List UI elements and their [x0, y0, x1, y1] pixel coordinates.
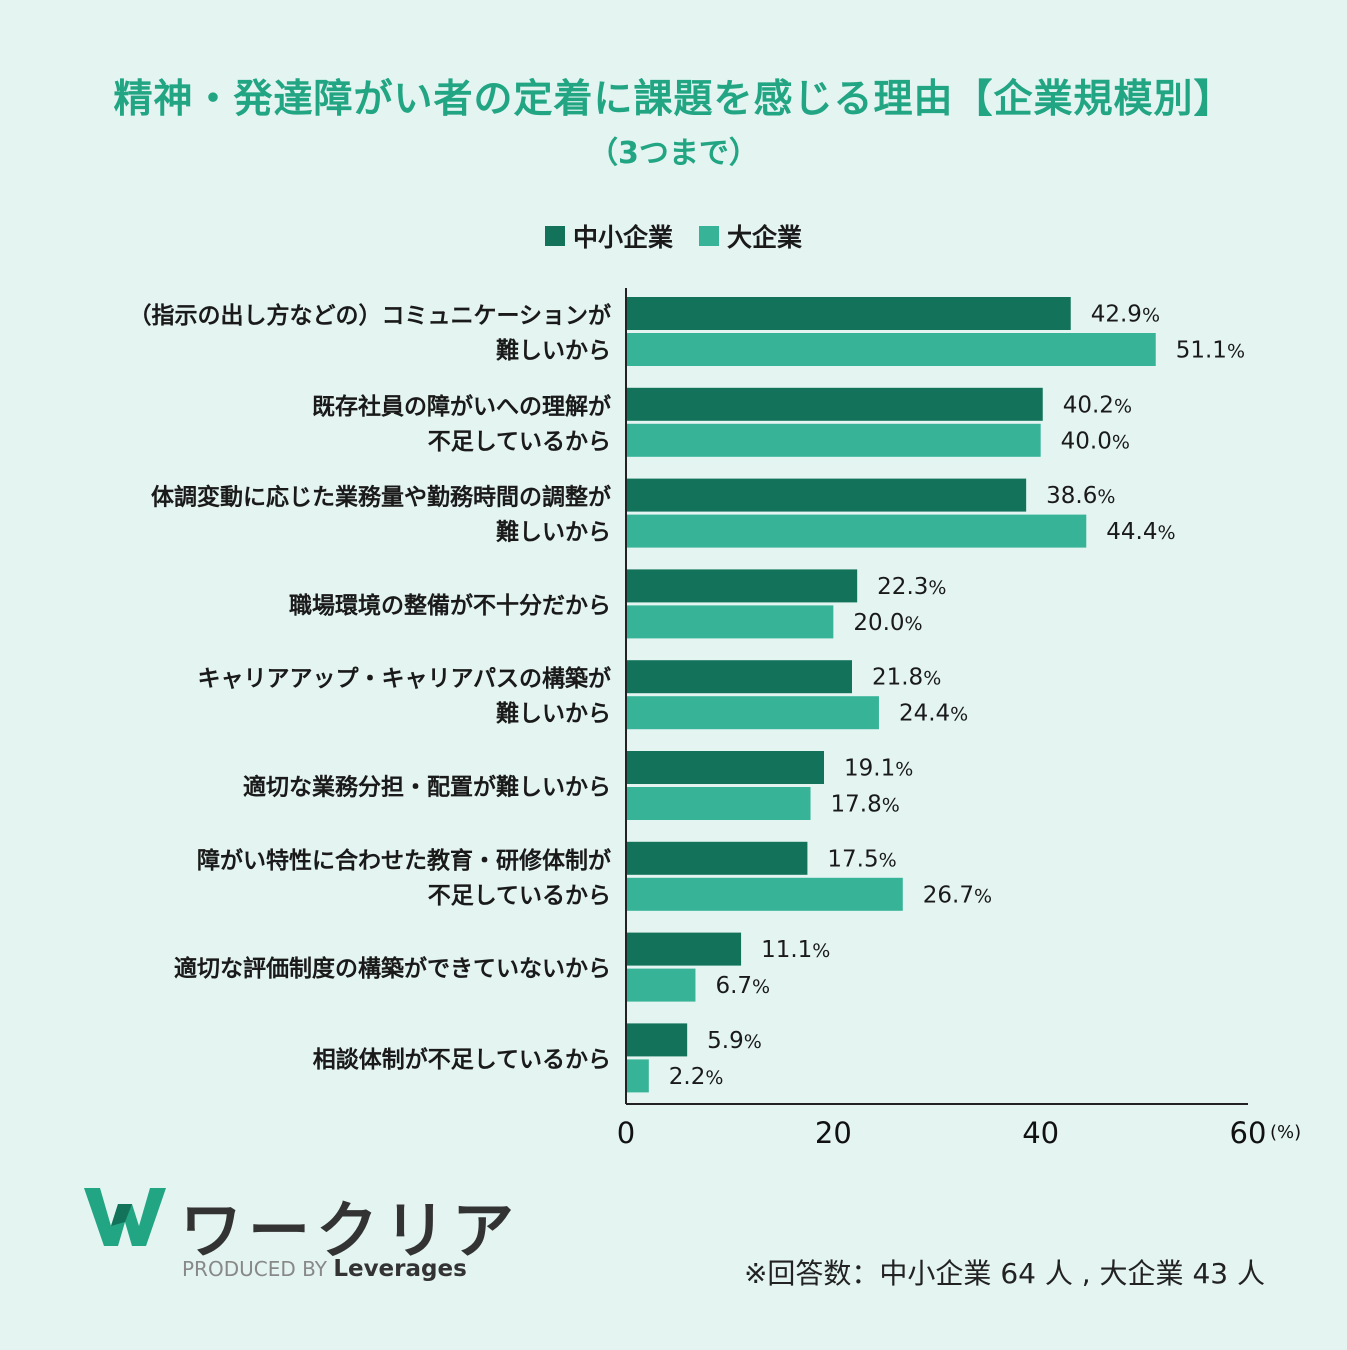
- bar-large-4: [626, 696, 879, 730]
- value-label-large-8: 2.2%: [669, 1064, 724, 1090]
- legend-item-sme: 中小企業: [544, 218, 673, 254]
- category-label-8-0: 相談体制が不足しているから: [313, 1046, 611, 1073]
- bar-large-0: [626, 333, 1156, 366]
- bar-large-2: [626, 514, 1087, 548]
- legend-label-large: 大企業: [727, 223, 803, 252]
- percent-sign: %: [1142, 305, 1160, 327]
- bar-sme-3: [626, 569, 858, 603]
- value-label-sme-6: 17.5%: [827, 846, 896, 872]
- workclear-logo-icon: [84, 1188, 166, 1246]
- bar-sme-5: [626, 751, 825, 784]
- category-label-6-0: 障がい特性に合わせた教育・研修体制が: [197, 847, 611, 874]
- category-label-4-0: キャリアアップ・キャリアパスの構築が: [197, 665, 611, 692]
- category-label-1-1: 不足しているから: [428, 429, 611, 455]
- value-label-sme-7: 11.1%: [761, 937, 830, 963]
- bar-sme-4: [626, 660, 852, 694]
- brand-logo: ワークリア PRODUCED BY Leverages: [80, 1180, 514, 1290]
- bar-sme-7: [626, 932, 742, 966]
- bar-sme-2: [626, 478, 1027, 512]
- category-label-4-1: 難しいから: [496, 700, 611, 727]
- brand-name: ワークリア: [180, 1194, 521, 1267]
- value-label-sme-5: 19.1%: [844, 756, 913, 782]
- category-label-5-0: 適切な業務分担・配置が難しいから: [243, 774, 611, 801]
- chart-title: 精神・発達障がい者の定着に課題を感じる理由【企業規模別】: [113, 77, 1234, 122]
- percent-sign: %: [705, 1067, 723, 1089]
- category-label-3-0: 職場環境の整備が不十分だから: [289, 592, 611, 619]
- legend-label-sme: 中小企業: [572, 223, 673, 252]
- bar-large-6: [626, 877, 903, 911]
- bar-large-1: [626, 423, 1041, 457]
- percent-sign: %: [928, 577, 946, 599]
- value-label-sme-4: 21.8%: [872, 665, 941, 691]
- x-unit-label: (%): [1270, 1122, 1301, 1143]
- bar-large-7: [626, 968, 696, 1002]
- category-label-0-1: 難しいから: [496, 337, 611, 364]
- legend-swatch-large: [699, 226, 719, 246]
- percent-sign: %: [752, 976, 770, 998]
- x-tick-label-1: 20: [815, 1116, 852, 1150]
- value-label-large-2: 44.4%: [1106, 519, 1175, 545]
- legend: 中小企業 大企業: [0, 218, 1347, 254]
- category-label-7-0: 適切な評価制度の構築ができていないから: [174, 955, 611, 982]
- category-label-1-0: 既存社員の障がいへの理解が: [312, 393, 611, 420]
- x-tick-label-3: 60: [1230, 1116, 1267, 1150]
- percent-sign: %: [812, 940, 830, 962]
- chart-subtitle: （3つまで）: [588, 136, 759, 171]
- percent-sign: %: [974, 885, 992, 907]
- percent-sign: %: [1112, 431, 1130, 453]
- legend-swatch-sme: [544, 226, 565, 246]
- company-name: Leverages: [333, 1256, 467, 1282]
- percent-sign: %: [895, 759, 913, 781]
- bar-large-3: [626, 605, 834, 639]
- bar-sme-6: [626, 841, 808, 875]
- value-label-large-5: 17.8%: [831, 792, 900, 818]
- x-tick-label-2: 40: [1022, 1116, 1059, 1150]
- legend-item-large: 大企業: [699, 218, 802, 254]
- value-label-large-1: 40.0%: [1061, 428, 1130, 454]
- category-label-0-0: （指示の出し方などの）コミュニケーションが: [128, 302, 611, 329]
- value-label-sme-2: 38.6%: [1046, 483, 1115, 509]
- category-label-2-1: 難しいから: [496, 519, 611, 546]
- percent-sign: %: [950, 704, 968, 726]
- value-label-sme-8: 5.9%: [707, 1028, 762, 1054]
- value-label-large-3: 20.0%: [853, 610, 922, 636]
- value-label-sme-3: 22.3%: [877, 574, 946, 600]
- category-label-6-1: 不足しているから: [428, 883, 611, 909]
- percent-sign: %: [1114, 395, 1132, 417]
- bar-large-5: [626, 787, 811, 820]
- produced-by: PRODUCED BY Leverages: [182, 1256, 467, 1282]
- percent-sign: %: [1097, 486, 1115, 508]
- percent-sign: %: [879, 849, 897, 871]
- x-tick-label-0: 0: [617, 1116, 635, 1150]
- bar-large-8: [626, 1059, 649, 1093]
- value-label-large-4: 24.4%: [899, 701, 968, 727]
- value-label-sme-0: 42.9%: [1091, 302, 1160, 328]
- value-label-sme-1: 40.2%: [1063, 392, 1132, 418]
- bar-sme-0: [626, 297, 1071, 330]
- percent-sign: %: [923, 668, 941, 690]
- bar-sme-1: [626, 387, 1043, 421]
- percent-sign: %: [905, 613, 923, 635]
- value-label-large-7: 6.7%: [715, 973, 770, 999]
- percent-sign: %: [882, 795, 900, 817]
- value-label-large-0: 51.1%: [1176, 338, 1245, 364]
- produced-by-label: PRODUCED BY: [182, 1257, 327, 1281]
- value-label-large-6: 26.7%: [923, 882, 992, 908]
- bar-sme-8: [626, 1023, 688, 1057]
- category-label-2-0: 体調変動に応じた業務量や勤務時間の調整が: [151, 484, 611, 511]
- percent-sign: %: [1227, 341, 1245, 363]
- percent-sign: %: [744, 1031, 762, 1053]
- respondent-note: ※回答数：中小企業 64 人 , 大企業 43 人: [743, 1257, 1265, 1290]
- percent-sign: %: [1157, 522, 1175, 544]
